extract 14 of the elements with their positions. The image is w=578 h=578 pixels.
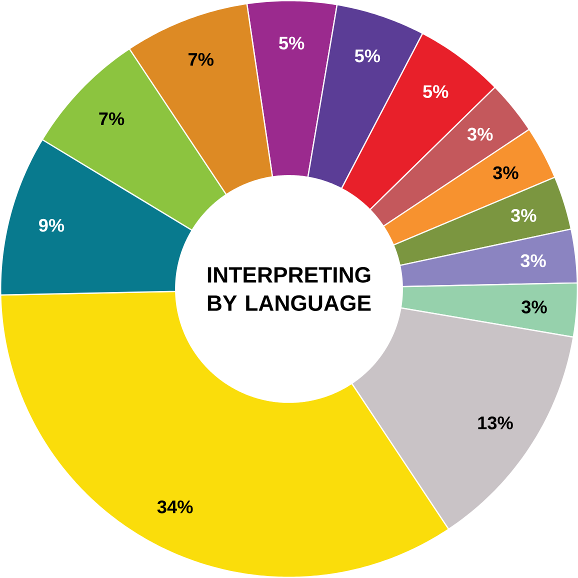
data-label: 9%: [39, 218, 64, 232]
data-label: 3%: [520, 254, 546, 268]
data-label: 3%: [522, 300, 547, 314]
data-label: 3%: [493, 166, 518, 180]
data-label: 5%: [423, 85, 448, 98]
data-label: 3%: [510, 209, 536, 222]
data-label: 7%: [99, 112, 124, 126]
data-label: 7%: [188, 53, 214, 66]
data-label: 5%: [354, 50, 380, 62]
data-label: 34%: [157, 500, 193, 514]
data-label: 5%: [279, 36, 304, 50]
data-label: 13%: [478, 416, 513, 430]
text: INTERPRETING BY LANGUAGE: [208, 267, 371, 311]
data-label: 3%: [467, 128, 493, 141]
